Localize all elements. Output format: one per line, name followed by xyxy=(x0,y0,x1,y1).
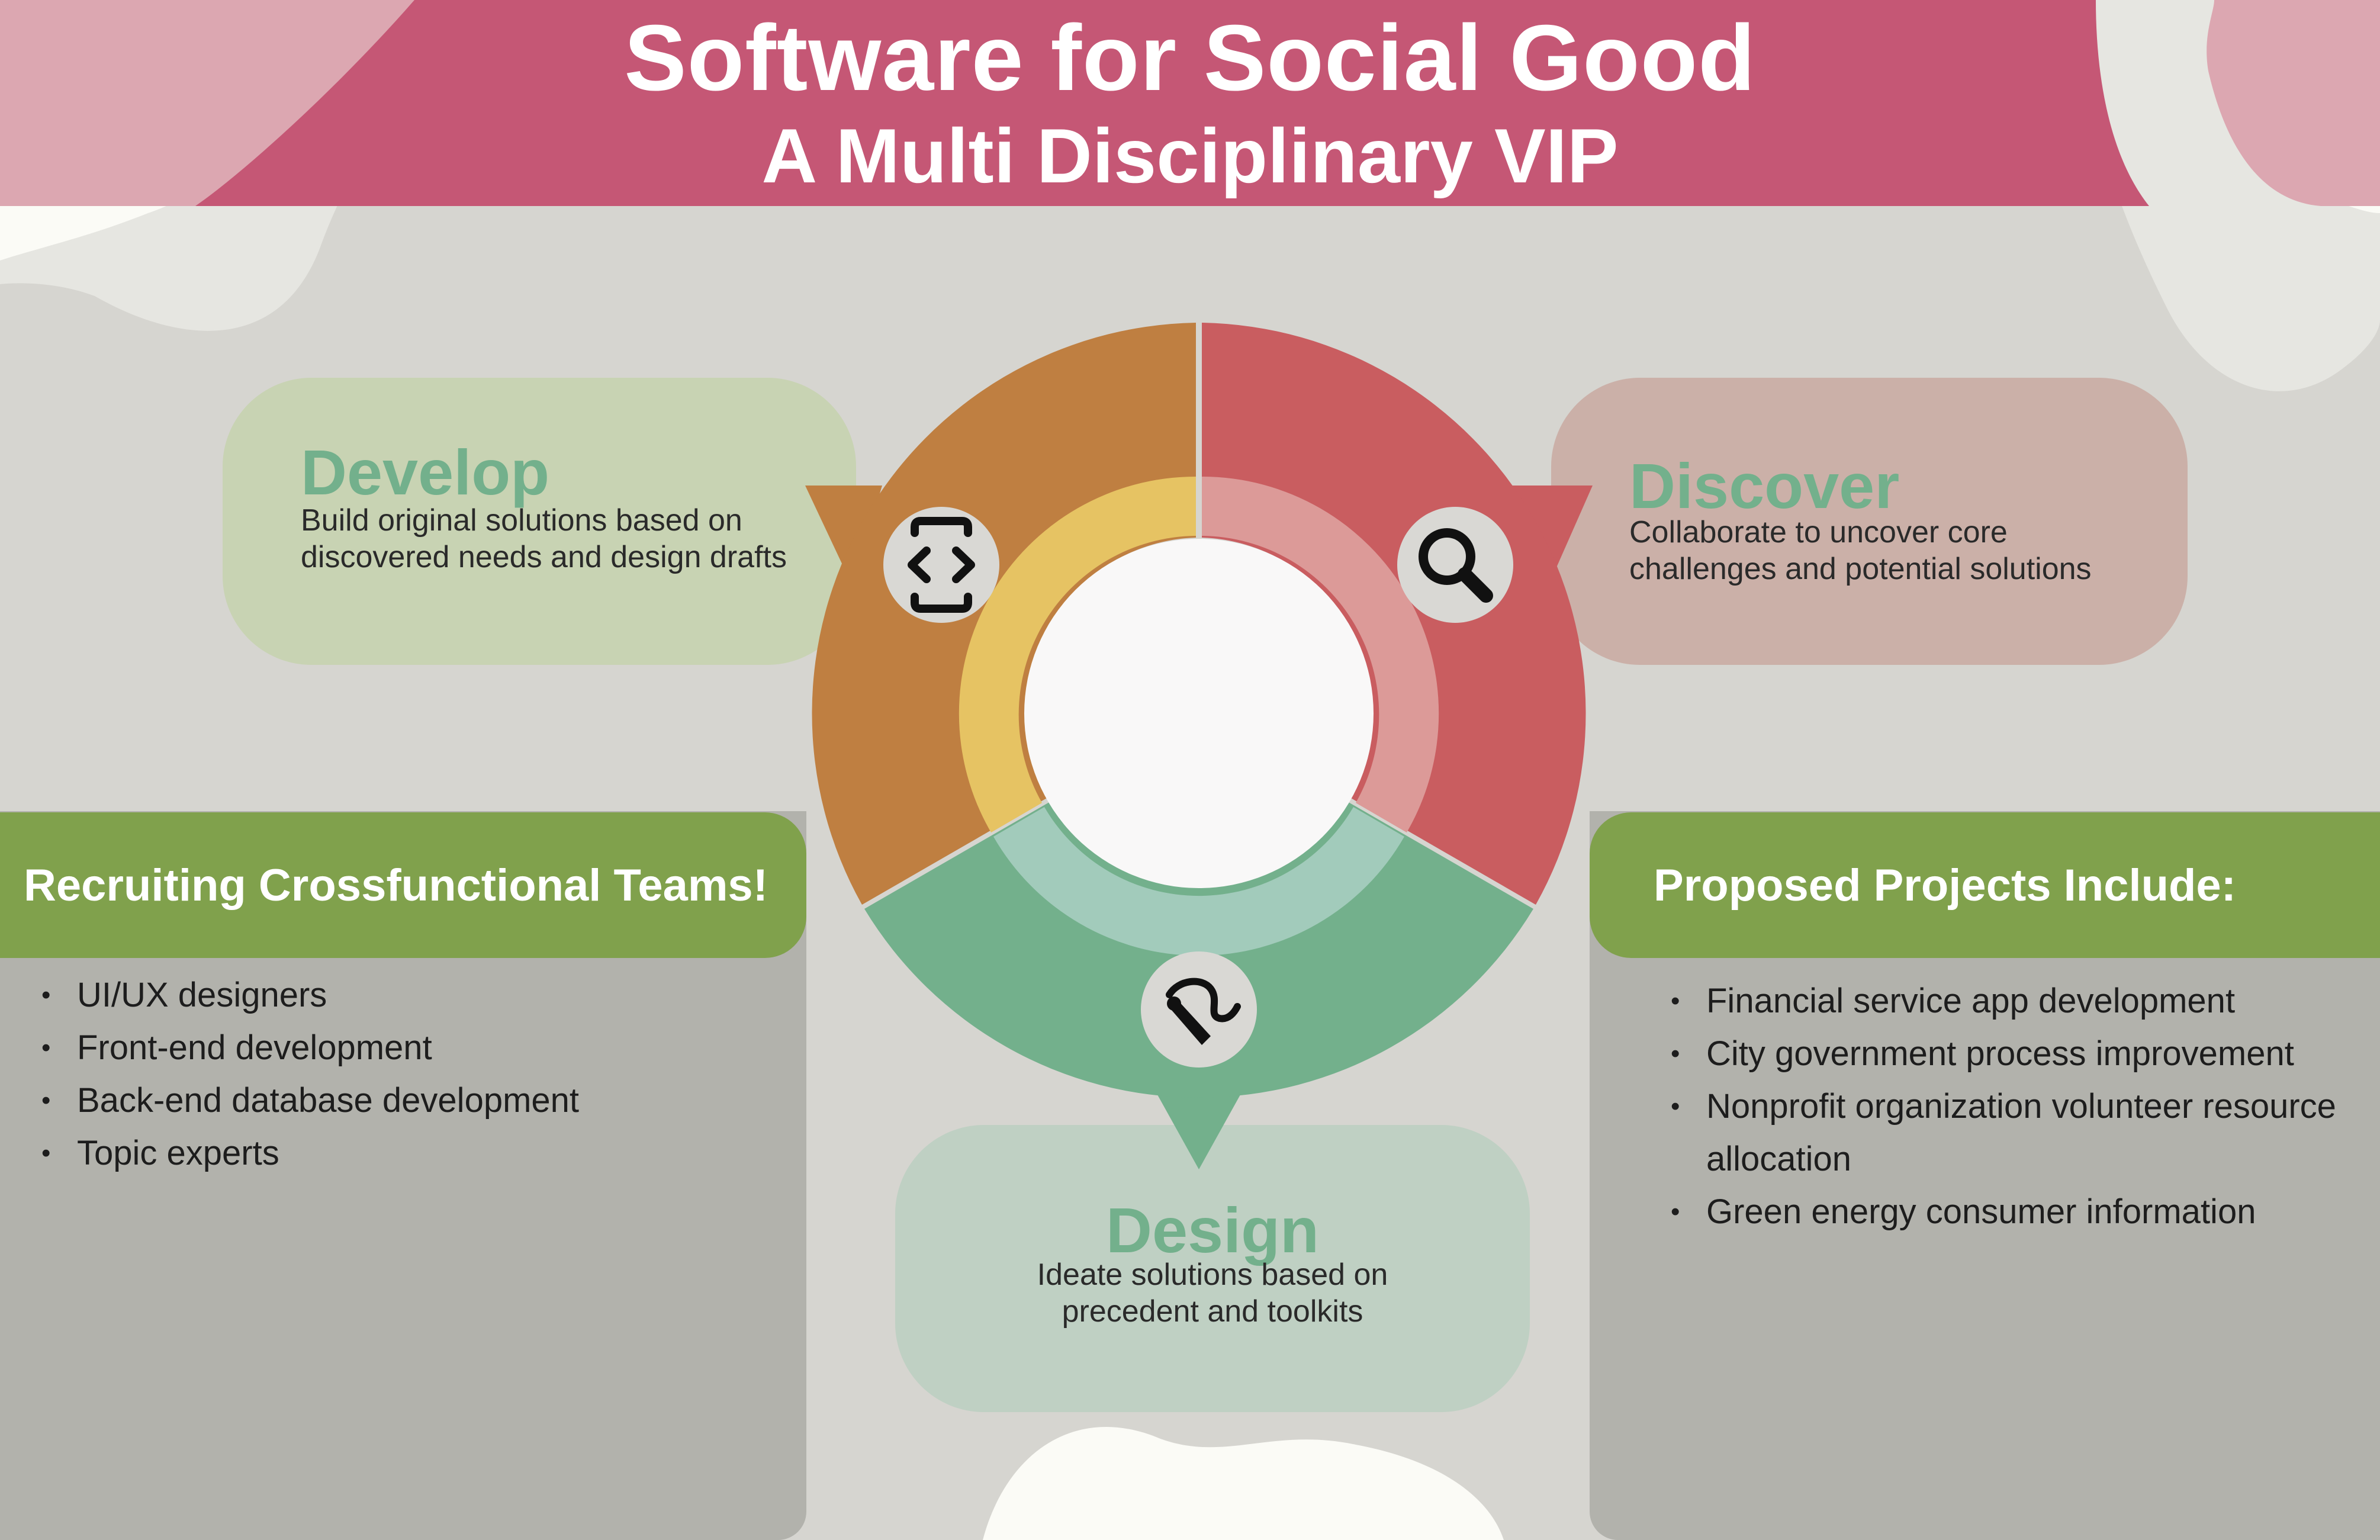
design-inner-segment xyxy=(993,807,1404,956)
projects-list: Financial service app development City g… xyxy=(1671,975,2352,1238)
design-description-line: Ideate solutions based on xyxy=(1037,1258,1388,1292)
recruiting-list: UI/UX designers Front-end development Ba… xyxy=(41,969,781,1179)
list-item: UI/UX designers xyxy=(41,969,781,1021)
search-icon xyxy=(1419,528,1493,603)
list-item: Nonprofit organization volunteer resourc… xyxy=(1671,1080,2352,1185)
list-item: City government process improvement xyxy=(1671,1027,2352,1080)
main-title: Software for Social Good xyxy=(624,6,1756,110)
list-item: Green energy consumer information xyxy=(1671,1185,2352,1238)
design-icon-badge xyxy=(1141,951,1257,1068)
develop-bubble xyxy=(223,378,856,665)
design-description-line: precedent and toolkits xyxy=(1062,1294,1363,1329)
develop-pointer xyxy=(805,486,882,586)
discover-bubble xyxy=(1551,378,2188,665)
discover-title: Discover xyxy=(1629,450,1900,522)
discover-description-line: challenges and potential solutions xyxy=(1629,552,2092,586)
recruiting-heading-text: Recruiting Crossfunctional Teams! xyxy=(24,860,768,911)
list-item: Back-end database development xyxy=(41,1074,781,1127)
develop-icon-badge xyxy=(883,507,999,623)
discover-inner-segment xyxy=(1202,476,1439,832)
list-item: Front-end development xyxy=(41,1021,781,1074)
develop-title: Develop xyxy=(301,436,550,508)
develop-description: Build original solutions based on discov… xyxy=(301,502,787,576)
header-band xyxy=(0,0,2380,206)
design-bubble xyxy=(895,1125,1530,1412)
develop-description-line: discovered needs and design drafts xyxy=(301,540,787,574)
discover-description: Collaborate to uncover core challenges a… xyxy=(1629,514,2092,587)
list-item: Topic experts xyxy=(41,1127,781,1179)
design-pointer xyxy=(1154,1089,1243,1169)
discover-icon-badge xyxy=(1397,507,1513,623)
wheel-center xyxy=(1024,539,1374,888)
design-description: Ideate solutions based on precedent and … xyxy=(895,1256,1530,1330)
projects-heading: Proposed Projects Include: xyxy=(1590,812,2380,958)
subtitle: A Multi Disciplinary VIP xyxy=(761,112,1619,199)
recruiting-heading: Recruiting Crossfunctional Teams! xyxy=(0,812,806,958)
discover-description-line: Collaborate to uncover core xyxy=(1629,515,2008,549)
develop-inner-segment xyxy=(959,476,1196,832)
design-title: Design xyxy=(1105,1194,1320,1266)
develop-description-line: Build original solutions based on xyxy=(301,503,742,538)
code-brackets-icon xyxy=(908,517,975,613)
pen-brush-icon xyxy=(1166,978,1241,1045)
list-item: Financial service app development xyxy=(1671,975,2352,1027)
projects-heading-text: Proposed Projects Include: xyxy=(1654,860,2236,911)
